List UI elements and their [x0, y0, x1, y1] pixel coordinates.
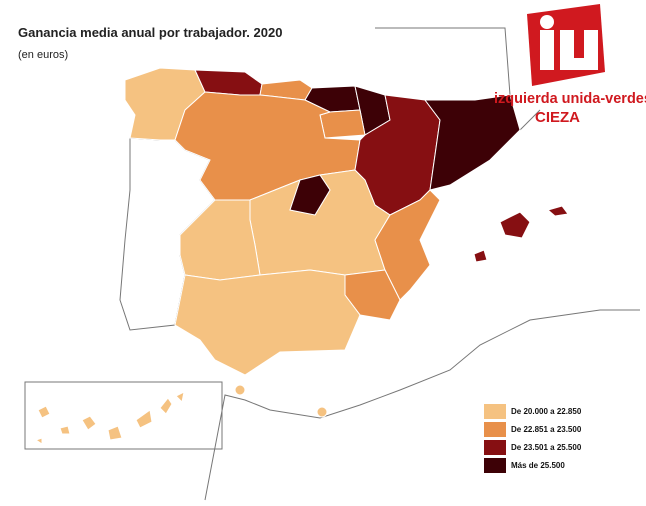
france-border — [375, 27, 541, 131]
region — [34, 391, 185, 445]
logo-dot — [540, 15, 554, 29]
legend: De 20.000 a 22.850 De 22.851 a 23.500 De 2… — [484, 404, 582, 473]
logo-line1: izquierda unida-verdes — [494, 91, 646, 107]
region — [319, 109, 366, 139]
logo-i — [540, 30, 554, 70]
region — [374, 189, 441, 301]
region — [289, 174, 331, 216]
canarias-inset — [24, 381, 223, 450]
legend-label: De 22.851 a 23.500 — [511, 425, 582, 434]
legend-label: De 20.000 a 22.850 — [511, 407, 582, 416]
legend-swatch — [484, 404, 506, 419]
region — [174, 269, 361, 376]
legend-swatch — [484, 458, 506, 473]
legend-label: De 23.501 a 25.500 — [511, 443, 582, 452]
region — [424, 94, 521, 191]
legend-label: Más de 25.500 — [511, 461, 565, 470]
region — [179, 199, 261, 281]
subtitle: (en euros) — [18, 49, 68, 61]
logo: izquierda unida-verdes CIEZA — [494, 4, 646, 126]
legend-swatch — [484, 422, 506, 437]
africa-coast — [204, 309, 640, 501]
region — [234, 384, 246, 396]
region — [473, 205, 569, 263]
region — [194, 69, 263, 96]
logo-line2: CIEZA — [535, 109, 580, 126]
legend-swatch — [484, 440, 506, 455]
regions — [34, 67, 569, 445]
region — [316, 406, 328, 418]
title: Ganancia media anual por trabajador. 202… — [18, 25, 282, 40]
logo-u — [560, 30, 598, 70]
